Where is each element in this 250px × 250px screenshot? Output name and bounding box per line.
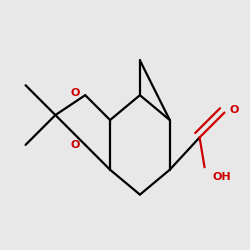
Text: O: O	[70, 140, 80, 150]
Text: O: O	[70, 88, 80, 98]
Text: O: O	[230, 105, 239, 115]
Text: OH: OH	[212, 172, 231, 182]
